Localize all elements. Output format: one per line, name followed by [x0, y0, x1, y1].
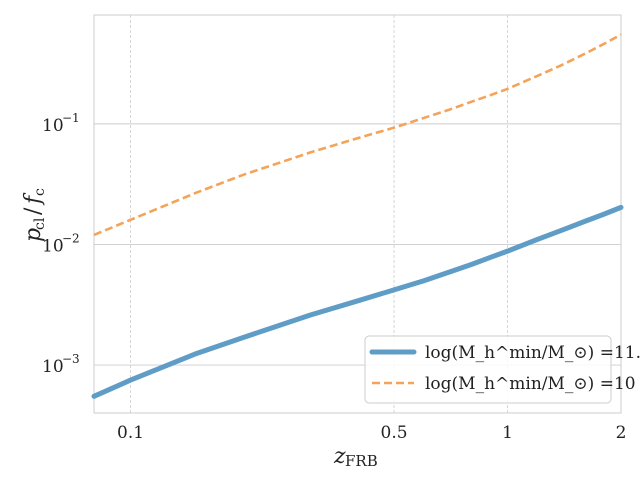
x-axis-label: z FRB [333, 444, 378, 470]
svg-text:/: / [21, 207, 46, 215]
legend-entry-0: log(M_h^min/M_⊙) =11.5 [425, 343, 640, 363]
plot-area [93, 14, 622, 414]
y-tick-label: 10−1 [42, 111, 80, 136]
x-tick-label: 1 [502, 423, 513, 443]
series-line-1 [93, 33, 622, 237]
svg-text:cl: cl [32, 217, 48, 230]
y-tick-label: 10−2 [42, 231, 80, 256]
legend: log(M_h^min/M_⊙) =11.5 log(M_h^min/M_⊙) … [364, 335, 640, 404]
x-tick-label: 0.1 [117, 423, 144, 443]
tick-layer: 0.1 0.5 1 210−310−210−1 [42, 111, 626, 443]
series-line-0 [91, 204, 624, 399]
series-layer [91, 33, 624, 399]
legend-entry-1: log(M_h^min/M_⊙) =10 [425, 374, 636, 394]
svg-text:p: p [21, 228, 46, 242]
svg-text:−3: −3 [62, 352, 80, 366]
x-tick-label: 0.5 [381, 423, 408, 443]
y-axis-label: p cl / f c [21, 188, 48, 242]
svg-text:z: z [333, 444, 346, 469]
legend-frame [364, 335, 612, 404]
svg-text:10: 10 [42, 236, 64, 256]
svg-text:c: c [32, 188, 48, 196]
x-tick-label: 2 [616, 423, 627, 443]
svg-text:−1: −1 [62, 111, 80, 125]
svg-text:10: 10 [42, 357, 64, 377]
y-tick-label: 10−3 [42, 352, 80, 377]
svg-text:−2: −2 [62, 231, 80, 245]
svg-text:FRB: FRB [345, 452, 378, 470]
svg-text:10: 10 [42, 116, 64, 136]
